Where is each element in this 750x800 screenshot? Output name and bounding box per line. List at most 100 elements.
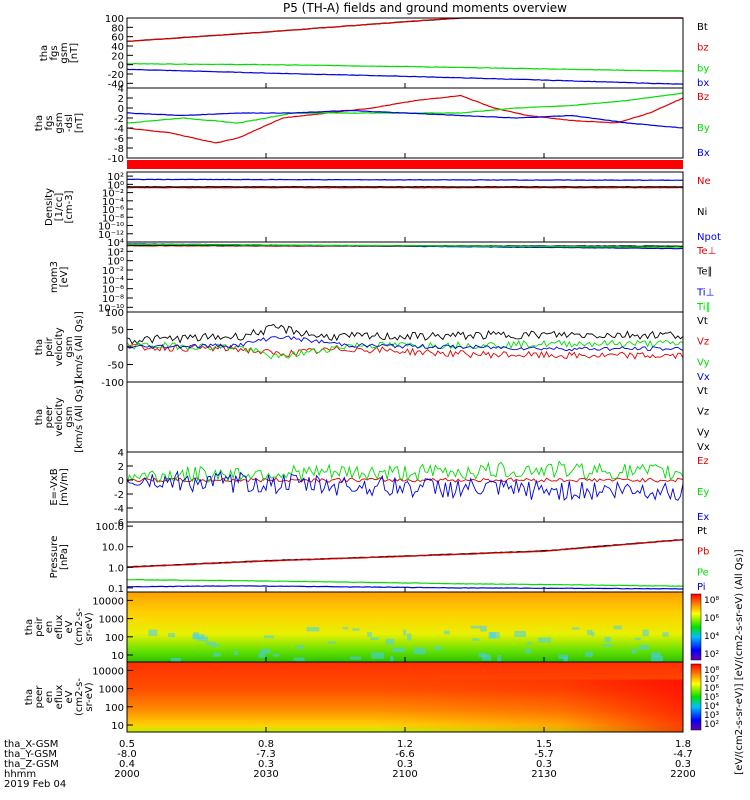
spectrogram-speckle [443, 630, 450, 635]
colorbar-tick-label: 10⁴ [704, 632, 719, 642]
y-tick-label: 60 [111, 33, 124, 44]
x-tick-label: 0.3 [258, 759, 274, 770]
spectrogram-speckle [170, 657, 181, 662]
y-axis-label: tha [34, 409, 45, 425]
series-bz [127, 17, 683, 42]
legend-Bx: Bx [697, 148, 710, 159]
spectrogram-speckle [488, 632, 496, 639]
legend-Npot: Npot [697, 232, 721, 243]
spectrogram-speckle [650, 655, 663, 662]
spectrogram-speckle [470, 625, 482, 629]
y-axis-label: gsm [54, 112, 65, 133]
panel-density: 10²10⁰10⁻²10⁻⁴10⁻⁶10⁻⁸10⁻¹⁰10⁻¹²Density[… [44, 171, 721, 243]
spectrogram-speckle [480, 625, 487, 632]
legend-by: by [697, 63, 709, 74]
y-tick-label: 10⁻⁶ [102, 285, 124, 296]
panel-frame [126, 17, 684, 89]
y-tick-label: 4 [118, 448, 124, 459]
spectrogram-speckle [587, 629, 593, 635]
y-tick-label: 10⁻⁸ [102, 294, 124, 305]
panel-frame [126, 87, 684, 159]
legend-Vt: Vt [697, 316, 708, 327]
x-tick-label: 1.2 [397, 739, 413, 750]
legend-Ez: Ez [697, 456, 709, 467]
legend-Ey: Ey [697, 487, 709, 498]
spectrogram-speckle [603, 644, 612, 647]
y-axis-label: peir [34, 616, 45, 636]
y-axis-label: tha [24, 619, 35, 635]
spectrogram-speckle [234, 651, 239, 656]
y-axis-label: gsm [64, 406, 75, 427]
x-tick-label: -6.6 [395, 749, 415, 760]
y-tick-label: 10⁰ [107, 180, 124, 191]
y-tick-label: -20 [108, 70, 124, 81]
y-tick-label: 1.0 [108, 563, 124, 574]
x-tick-label: -7.3 [256, 749, 276, 760]
spectrogram-speckle [591, 631, 595, 637]
series-Ex [126, 470, 684, 501]
y-tick-label: 10 [111, 651, 124, 662]
legend-bx: bx [697, 78, 709, 89]
series-Bx [127, 109, 683, 129]
spectrogram-speckle [258, 652, 266, 658]
x-date-label: 2019 Feb 04 [4, 779, 66, 790]
y-tick-label: 10⁻⁶ [102, 205, 124, 216]
y-tick-label: 20 [111, 51, 124, 62]
spectrogram-speckle [212, 652, 221, 657]
y-axis-label: E=-VxB [49, 468, 60, 505]
y-axis-label: -dsl [64, 114, 75, 132]
y-tick-label: 40 [111, 42, 124, 53]
spectrogram-speckle [433, 646, 443, 651]
y-tick-label: -6 [114, 518, 124, 529]
spectrogram-speckle [413, 647, 426, 655]
spectrogram-speckle [662, 632, 669, 637]
spectrogram-speckle [367, 632, 372, 637]
x-tick-label: 2200 [670, 769, 695, 780]
spectrogram-speckle [349, 656, 362, 660]
legend-Pb: Pb [697, 547, 709, 558]
y-axis-label: [cm-3] [64, 190, 75, 223]
y-tick-label: -2 [114, 490, 124, 501]
colorbar-tick-label: 10⁶ [704, 614, 719, 624]
spectrogram-speckle [635, 637, 641, 641]
y-axis-label: mom3 [49, 261, 60, 293]
y-tick-label: 10.0 [102, 543, 124, 554]
series-By [127, 92, 684, 124]
x-tick-label: 0.3 [536, 759, 552, 770]
x-tick-label: -4.7 [673, 749, 693, 760]
spectrogram-speckle [642, 629, 649, 637]
x-tick-label: 2000 [114, 769, 139, 780]
y-axis-label: tha [24, 689, 35, 705]
panel-frame [126, 521, 684, 593]
spectrogram-speckle [273, 653, 280, 657]
spectrogram-speckle [538, 637, 552, 643]
y-axis-label: (cm2-s- [74, 678, 85, 716]
spectrogram-speckle [148, 629, 158, 637]
legend-Ti∥: Ti∥ [696, 302, 711, 313]
spectrogram-speckle [651, 651, 661, 658]
spectrogram-peir_spec [127, 592, 683, 662]
panel-peir_vel: -100 -50 0 50 100 tha peir velocity gsm [km/s (Al… [34, 308, 710, 389]
y-tick-label: 10000 [92, 596, 124, 607]
y-tick-label: -4 [114, 124, 124, 135]
panel-frame [126, 241, 684, 313]
y-tick-label: 10⁻¹⁰ [98, 222, 124, 233]
y-axis-label: en [44, 621, 55, 634]
y-axis-label: [eV] [59, 267, 70, 288]
y-tick-label: 10² [107, 172, 124, 183]
legend-Ne: Ne [697, 176, 711, 187]
spectrogram-speckle [327, 641, 336, 644]
y-axis-label: peer [34, 685, 45, 709]
colorbar-tick-label: 10² [704, 650, 719, 660]
x-tick-label: 0.5 [119, 739, 135, 750]
y-tick-label: 0 [118, 343, 124, 354]
legend-Pe: Pe [697, 567, 709, 578]
y-axis-label: tha [34, 115, 45, 131]
legend-Ti⊥: Ti⊥ [696, 287, 714, 298]
colorbar-tick-label: 10⁷ [704, 675, 719, 685]
y-axis-label: [nT] [74, 113, 85, 133]
y-tick-label: 50 [111, 326, 124, 337]
y-tick-label: 100 [105, 14, 124, 25]
